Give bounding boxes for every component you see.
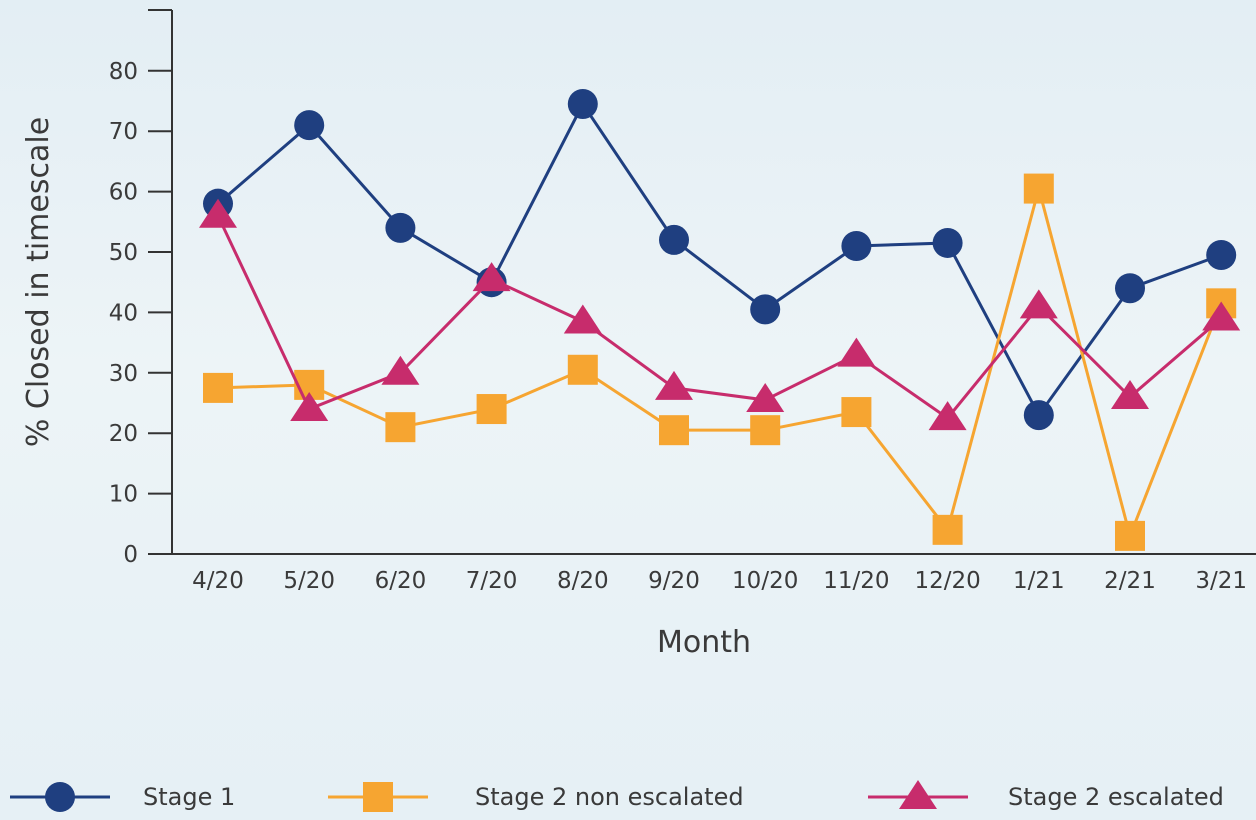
data-point [1115,273,1145,304]
data-point [655,370,693,400]
y-tick-label: 30 [109,361,138,387]
data-point [1019,289,1058,319]
data-point [567,354,598,385]
y-tick-label: 60 [109,180,138,206]
x-ticks: 4/20 5/20 6/20 7/20 8/20 9/20 10/20 11/20 12/20 1… [192,568,1247,594]
series-line [216,215,1223,421]
data-point [837,337,876,367]
data-point [385,212,416,243]
data-point [932,227,963,258]
x-tick-label: 2/21 [1104,568,1156,594]
x-tick-label: 3/21 [1195,568,1247,594]
data-point [841,230,872,261]
legend: Stage 1 Stage 2 non escalated Stage 2 esca… [10,780,1224,812]
series-2 [203,173,1237,551]
legend-item: Stage 2 escalated [868,780,1224,811]
legend-item: Stage 2 non escalated [328,782,744,812]
x-tick-label: 5/20 [283,568,335,594]
data-point [659,415,689,446]
data-point [659,224,689,255]
x-tick-label: 1/21 [1013,568,1065,594]
y-ticks: 0 10 20 30 40 50 60 70 80 [109,59,172,568]
data-point [476,394,507,425]
series-line [217,101,1222,418]
x-tick-label: 7/20 [466,568,518,594]
x-tick-label: 6/20 [375,568,427,594]
x-tick-label: 10/20 [732,568,798,594]
data-point [294,110,325,141]
y-tick-label: 70 [109,119,138,145]
data-point [841,397,872,428]
series-line [217,182,1223,541]
data-point [563,304,602,334]
legend-marker [363,782,393,812]
x-tick-label: 11/20 [823,568,889,594]
legend-item: Stage 1 [10,782,235,812]
y-tick-label: 50 [109,240,138,266]
data-point [1111,379,1149,409]
y-tick-label: 20 [109,421,138,447]
series-3 [199,198,1241,431]
x-tick-label: 4/20 [192,568,244,594]
legend-marker [899,780,937,809]
legend-label: Stage 1 [143,783,235,811]
data-point [1115,520,1145,551]
data-point [290,392,329,422]
data-point [203,372,233,403]
y-tick-label: 80 [109,59,138,85]
legend-label: Stage 2 escalated [1008,783,1224,811]
data-point [1023,400,1054,431]
series-1 [203,89,1237,431]
y-tick-label: 10 [109,482,138,508]
y-axis-title: % Closed in timescale [21,117,56,447]
data-point [199,198,237,228]
data-point [750,294,781,325]
data-point [567,89,598,120]
data-point [472,262,511,292]
data-point [381,355,420,385]
x-tick-label: 8/20 [557,568,609,594]
x-axis-title: Month [657,625,751,660]
data-point [385,412,416,443]
data-point [746,382,785,412]
y-tick-label: 40 [109,300,138,326]
data-point [928,401,967,431]
x-tick-label: 9/20 [648,568,700,594]
legend-label: Stage 2 non escalated [475,783,744,811]
data-point [1206,240,1237,271]
data-point [932,514,963,545]
data-point [1202,301,1241,331]
series-layer [199,89,1241,551]
data-point [1023,173,1054,204]
data-point [750,415,781,446]
axes [148,9,1256,555]
legend-marker [45,782,75,812]
y-tick-label: 0 [123,542,138,568]
x-tick-label: 12/20 [914,568,980,594]
